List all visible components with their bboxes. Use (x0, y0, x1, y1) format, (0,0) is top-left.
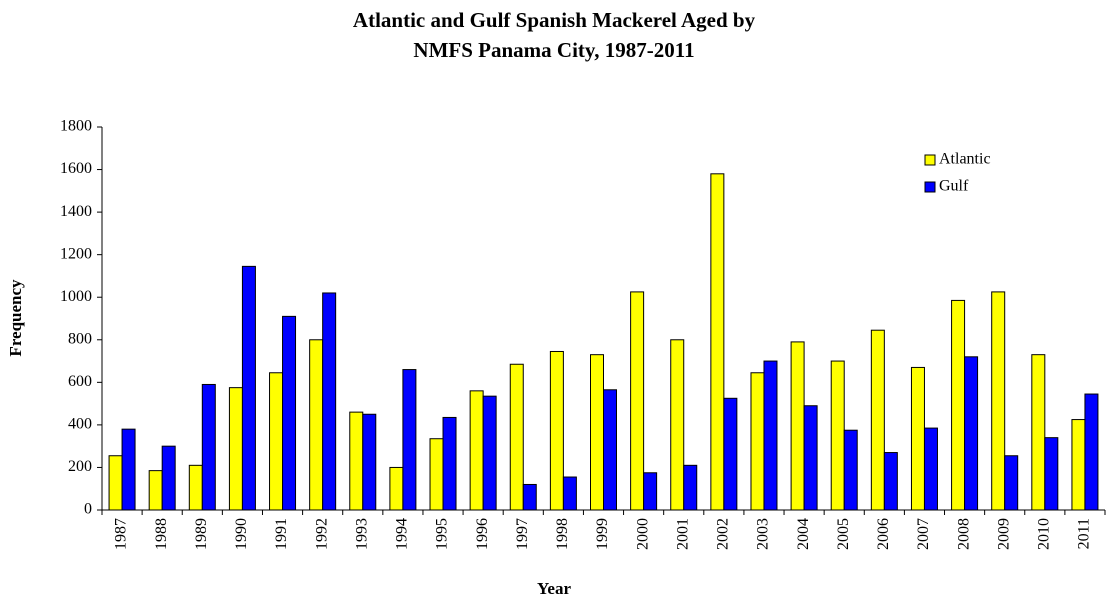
x-tick-label: 2008 (955, 518, 972, 550)
bar (964, 356, 979, 511)
x-tick-label: 1996 (474, 518, 491, 550)
x-tick-label: 1989 (193, 518, 210, 550)
bar (763, 360, 778, 511)
x-tick-label: 2009 (995, 518, 1012, 550)
y-tick-label: 1600 (60, 160, 92, 177)
bar (108, 455, 123, 511)
y-tick-label: 0 (84, 501, 92, 518)
x-tick-label: 1999 (594, 518, 611, 550)
bar (522, 483, 537, 511)
x-tick-label: 1994 (394, 518, 411, 550)
bar (603, 389, 617, 511)
bar (1044, 437, 1059, 511)
bar (188, 464, 203, 511)
bar (549, 350, 564, 511)
y-axis-label: Frequency (6, 279, 25, 357)
bar (442, 416, 457, 511)
bar (282, 315, 297, 511)
bar (643, 472, 658, 511)
bar (241, 265, 256, 511)
bar (309, 339, 324, 511)
x-tick-label: 2003 (755, 518, 772, 550)
bar (201, 383, 216, 511)
bar (161, 445, 176, 511)
x-tick-label: 2001 (674, 518, 691, 550)
bar (121, 428, 136, 511)
bar (482, 395, 497, 511)
x-tick-label: 2005 (835, 518, 852, 550)
bar (389, 466, 404, 511)
bar (951, 299, 966, 511)
legend-swatch (924, 154, 936, 166)
bar (228, 387, 243, 511)
bar (562, 476, 577, 511)
x-tick-label: 1995 (434, 518, 451, 550)
legend-label: Gulf (939, 178, 969, 195)
bar (349, 411, 364, 511)
bar (269, 372, 284, 511)
chart-title: Atlantic and Gulf Spanish Mackerel Aged … (353, 8, 756, 32)
bar (402, 369, 417, 511)
y-tick-label: 1000 (60, 288, 92, 305)
y-tick-label: 800 (68, 330, 92, 347)
bar (883, 452, 898, 511)
chart-title: NMFS Panama City, 1987-2011 (413, 38, 694, 62)
bar (683, 464, 698, 511)
bar (803, 405, 818, 511)
bar (1071, 419, 1086, 511)
x-tick-label: 1993 (353, 518, 370, 550)
x-tick-label: 2000 (634, 518, 651, 550)
bar (723, 397, 738, 511)
x-tick-label: 1998 (554, 518, 571, 550)
bar (362, 413, 377, 511)
x-tick-label: 2002 (715, 518, 732, 550)
x-tick-label: 1991 (273, 518, 290, 550)
bar (670, 339, 685, 511)
bar (923, 427, 938, 511)
bar (830, 360, 845, 511)
legend-swatch (924, 181, 936, 193)
y-tick-label: 1400 (60, 203, 92, 220)
bar (790, 341, 805, 511)
legend-label: Atlantic (939, 151, 991, 168)
x-tick-label: 1990 (233, 518, 250, 550)
bar (910, 366, 925, 511)
bar (1084, 393, 1099, 511)
x-tick-label: 2004 (795, 518, 812, 550)
x-tick-label: 1997 (514, 518, 531, 550)
bar (630, 291, 645, 511)
bar (1004, 455, 1019, 511)
bar (429, 438, 444, 511)
x-tick-label: 2007 (915, 518, 932, 550)
bar (322, 292, 337, 511)
y-tick-label: 400 (68, 416, 92, 433)
bar (870, 329, 885, 511)
bar (590, 354, 604, 511)
bar (750, 372, 765, 511)
x-tick-label: 1992 (313, 518, 330, 550)
bar (991, 291, 1006, 511)
y-tick-label: 1200 (60, 245, 92, 262)
y-tick-label: 200 (68, 458, 92, 475)
bar (469, 390, 484, 511)
x-tick-label: 1988 (153, 518, 170, 550)
x-tick-label: 2006 (875, 518, 892, 550)
bar (1031, 354, 1046, 511)
x-tick-label: 1987 (113, 518, 130, 550)
x-axis-label: Year (537, 579, 571, 598)
bar (148, 470, 163, 511)
bar (710, 173, 725, 511)
y-tick-label: 1800 (60, 118, 92, 135)
x-tick-label: 2011 (1076, 518, 1093, 549)
y-tick-label: 600 (68, 373, 92, 390)
bar (843, 429, 858, 511)
bar (509, 363, 524, 511)
x-tick-label: 2010 (1035, 518, 1052, 550)
